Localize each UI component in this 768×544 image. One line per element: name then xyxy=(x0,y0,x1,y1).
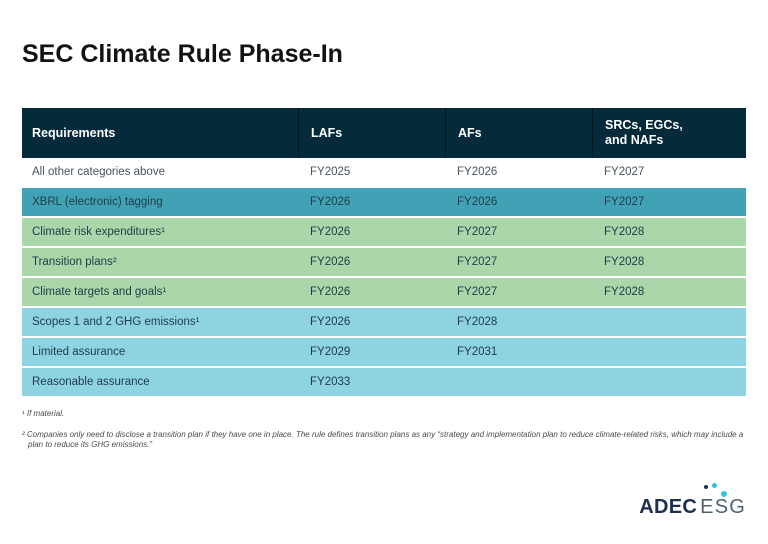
lafs-cell: FY2026 xyxy=(310,226,351,238)
phase-in-table: Requirements LAFs AFs SRCs, EGCs, and NA… xyxy=(22,108,746,398)
footnote-1: ¹ If material. xyxy=(22,409,65,418)
lafs-cell: FY2025 xyxy=(310,166,351,178)
column-header-afs: AFs xyxy=(445,108,592,158)
afs-cell: FY2027 xyxy=(457,286,498,298)
afs-cell: FY2031 xyxy=(457,346,498,358)
requirement-cell: Reasonable assurance xyxy=(32,376,150,388)
requirement-cell: All other categories above xyxy=(32,166,165,178)
lafs-cell: FY2026 xyxy=(310,316,351,328)
requirement-cell: Scopes 1 and 2 GHG emissions¹ xyxy=(32,316,200,328)
afs-cell: FY2028 xyxy=(457,316,498,328)
logo-esg: ESG xyxy=(700,496,746,518)
requirement-cell: Climate risk expenditures¹ xyxy=(32,226,165,238)
table-row: Limited assurance FY2029 FY2031 xyxy=(22,338,746,368)
lafs-cell: FY2033 xyxy=(310,376,351,388)
table-header-row: Requirements LAFs AFs SRCs, EGCs, and NA… xyxy=(22,108,746,158)
logo-dots-icon xyxy=(639,483,729,497)
requirement-cell: Limited assurance xyxy=(32,346,126,358)
requirement-cell: XBRL (electronic) tagging xyxy=(32,196,163,208)
table-row: XBRL (electronic) tagging FY2026 FY2026 … xyxy=(22,188,746,218)
logo-dot-navy xyxy=(704,485,709,489)
srcs-cell: FY2028 xyxy=(604,256,645,268)
table-row: Scopes 1 and 2 GHG emissions¹ FY2026 FY2… xyxy=(22,308,746,338)
afs-cell: FY2026 xyxy=(457,196,498,208)
logo-text: ADEC ESG xyxy=(639,496,755,518)
lafs-cell: FY2029 xyxy=(310,346,351,358)
logo-dot-cyan-small xyxy=(712,483,718,488)
srcs-cell: FY2028 xyxy=(604,226,645,238)
adec-esg-logo: ADEC ESG xyxy=(639,483,755,518)
table-row: All other categories above FY2025 FY2026… xyxy=(22,158,746,188)
table-row: Transition plans² FY2026 FY2027 FY2028 xyxy=(22,248,746,278)
afs-cell: FY2026 xyxy=(457,166,498,178)
column-header-requirements: Requirements xyxy=(32,125,116,140)
requirement-cell: Climate targets and goals¹ xyxy=(32,286,167,298)
afs-cell: FY2027 xyxy=(457,256,498,268)
srcs-cell: FY2027 xyxy=(604,166,645,178)
logo-dot-cyan-large xyxy=(721,491,728,497)
lafs-cell: FY2026 xyxy=(310,196,351,208)
srcs-cell: FY2027 xyxy=(604,196,645,208)
page-title: SEC Climate Rule Phase-In xyxy=(22,40,343,68)
lafs-cell: FY2026 xyxy=(310,256,351,268)
footnotes: ¹ If material. ² Companies only need to … xyxy=(22,409,756,461)
footnote-2: ² Companies only need to disclose a tran… xyxy=(22,429,744,450)
lafs-cell: FY2026 xyxy=(310,286,351,298)
column-header-lafs: LAFs xyxy=(298,108,445,158)
logo-adec: ADEC xyxy=(639,496,698,518)
column-header-srcs-egcs-nafs: SRCs, EGCs, and NAFs xyxy=(592,108,746,158)
afs-cell: FY2027 xyxy=(457,226,498,238)
table-row: Climate targets and goals¹ FY2026 FY2027… xyxy=(22,278,746,308)
table-row: Climate risk expenditures¹ FY2026 FY2027… xyxy=(22,218,746,248)
table-row: Reasonable assurance FY2033 xyxy=(22,368,746,398)
srcs-cell: FY2028 xyxy=(604,286,645,298)
requirement-cell: Transition plans² xyxy=(32,256,117,268)
